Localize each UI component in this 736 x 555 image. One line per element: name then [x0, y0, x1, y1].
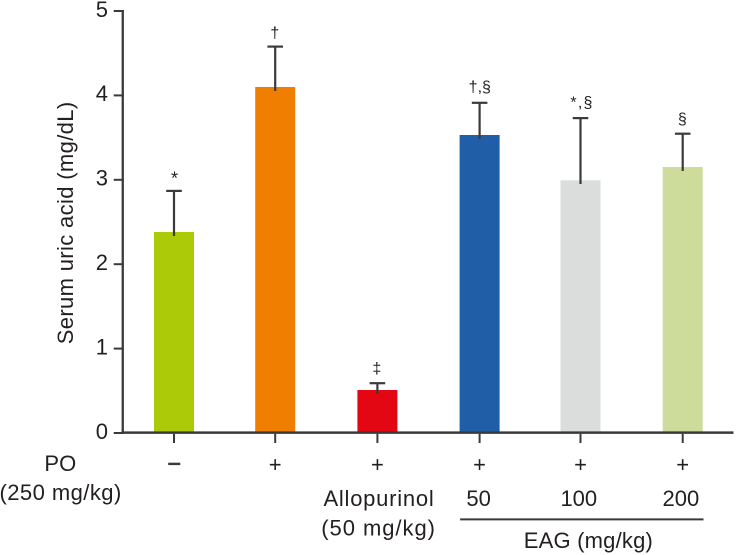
- svg-text:EAG (mg/kg): EAG (mg/kg): [524, 528, 653, 553]
- svg-text:†: †: [270, 25, 279, 42]
- svg-text:4: 4: [96, 81, 108, 106]
- svg-text:(50 mg/kg): (50 mg/kg): [321, 516, 436, 541]
- svg-text:PO: PO: [44, 451, 76, 476]
- svg-text:*: *: [171, 169, 178, 189]
- svg-text:200: 200: [663, 486, 700, 511]
- svg-text:‡: ‡: [372, 361, 381, 378]
- svg-text:+: +: [371, 452, 384, 477]
- svg-text:0: 0: [96, 419, 108, 444]
- svg-text:100: 100: [560, 486, 597, 511]
- svg-text:+: +: [676, 452, 689, 477]
- svg-text:5: 5: [96, 0, 108, 22]
- svg-text:§: §: [678, 111, 687, 128]
- svg-text:3: 3: [96, 166, 108, 191]
- svg-text:+: +: [269, 452, 282, 477]
- svg-text:50: 50: [466, 486, 490, 511]
- svg-text:2: 2: [96, 250, 108, 275]
- svg-text:+: +: [473, 452, 486, 477]
- svg-text:Serum uric acid (mg/dL): Serum uric acid (mg/dL): [53, 102, 78, 345]
- svg-text:+: +: [574, 452, 587, 477]
- svg-text:(250 mg/kg): (250 mg/kg): [0, 480, 122, 505]
- svg-text:†,§: †,§: [469, 79, 491, 96]
- svg-text:*,§: *,§: [570, 94, 593, 111]
- svg-text:1: 1: [96, 334, 108, 359]
- svg-text:Allopurinol: Allopurinol: [324, 486, 435, 511]
